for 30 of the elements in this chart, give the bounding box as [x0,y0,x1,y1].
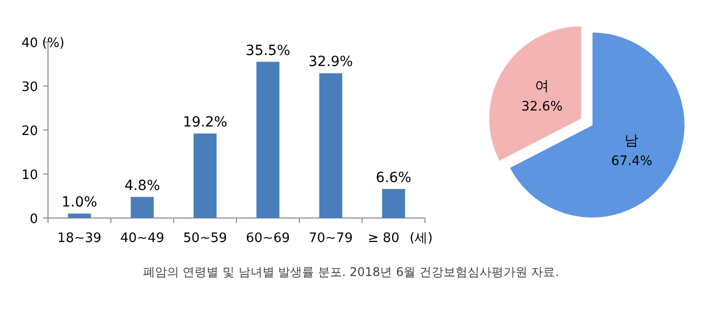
y-axis-title: (%) [42,36,64,51]
bar [256,62,280,218]
x-axis-title: (세) [410,231,433,246]
y-tick-label: 10 [21,168,38,183]
y-tick-label: 20 [21,124,38,139]
data-label: 19.2% [182,114,228,131]
data-label: 4.8% [124,178,160,194]
bar [194,134,217,218]
data-label: 32.6% [521,100,563,115]
x-tick-label: 70~79 [308,231,353,246]
y-tick-label: 40 [21,36,38,51]
x-tick-label: 60~69 [246,231,290,246]
x-tick-label: ≥ 80 [368,231,400,246]
bar [68,214,91,218]
x-tick-label: 50~59 [183,231,228,246]
slice-label: 여 [535,78,550,95]
data-label: 35.5% [246,42,290,59]
bar [319,73,342,218]
slice-label: 남 [624,133,639,150]
data-label: 1.0% [62,194,98,211]
data-label: 32.9% [308,54,353,70]
text: 폐암의 연령별 및 남녀별 발생률 분포. 2018년 6월 건강보험심사평가원 자료. [142,265,560,279]
y-tick-label: 0 [30,212,38,227]
data-label: 67.4% [611,154,652,170]
bar [382,188,406,218]
x-tick-label: 18~39 [57,231,102,246]
bar [130,196,154,218]
data-label: 6.6% [376,170,412,186]
y-tick-label: 30 [21,80,38,95]
x-tick-label: 40~49 [120,231,164,246]
